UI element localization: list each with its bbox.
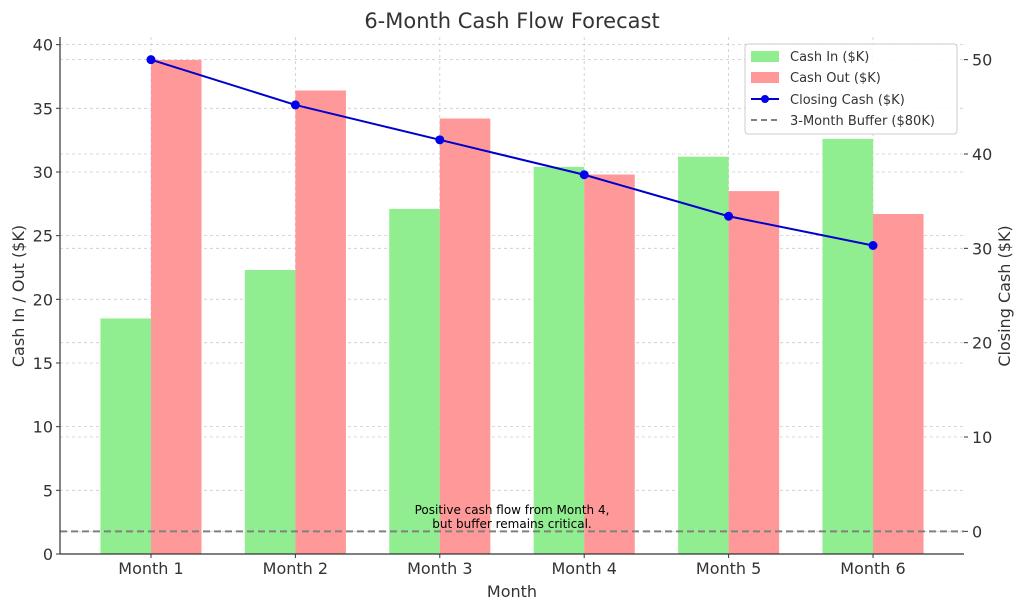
bar-cash-out: [439, 118, 491, 555]
bar-cash-out: [873, 214, 924, 555]
closing-cash-point: [868, 240, 878, 250]
bar-cash-in: [389, 208, 440, 554]
closing-cash-line: [150, 58, 874, 247]
y-tick-label: 5: [43, 481, 53, 500]
legend-label-cash-out: Cash Out ($K): [790, 71, 881, 86]
bar-cash-out: [584, 174, 635, 554]
x-tick-label: Month 1: [118, 559, 183, 578]
legend-marker-closing-cash: [761, 95, 769, 103]
y2-tick-label: 50: [972, 51, 992, 70]
legend: Cash In ($K) Cash Out ($K) Closing Cash …: [744, 43, 958, 135]
y-tick-label: 15: [33, 354, 53, 373]
bar-cash-out: [295, 90, 346, 554]
bar-cash-in: [678, 156, 729, 554]
legend-label-buffer: 3-Month Buffer ($80K): [790, 114, 935, 129]
bar-cash-in: [822, 138, 874, 554]
y2-tick-label: 0: [972, 522, 982, 541]
x-tick-label: Month 6: [840, 559, 905, 578]
legend-label-closing-cash: Closing Cash ($K): [790, 93, 905, 108]
y-tick-label: 40: [33, 36, 53, 55]
legend-swatch-cash-in: [751, 51, 779, 62]
y-tick-label: 25: [33, 227, 53, 246]
bars: [100, 59, 924, 555]
closing-cash-line-group: [146, 55, 878, 250]
x-tick-label: Month 5: [696, 559, 761, 578]
legend-swatch-cash-out: [751, 72, 779, 83]
bar-cash-out: [728, 191, 780, 554]
y2-tick-label: 20: [972, 334, 992, 353]
y-tick-label: 20: [33, 290, 53, 309]
bar-cash-in: [100, 318, 151, 554]
y-tick-label: 30: [33, 163, 53, 182]
y2-tick-label: 40: [972, 145, 992, 164]
x-tick-label: Month 4: [551, 559, 616, 578]
annotation-line-1: Positive cash flow from Month 4,: [415, 503, 610, 517]
closing-cash-point: [290, 100, 300, 110]
closing-cash-point: [724, 211, 734, 221]
legend-box: [744, 43, 958, 135]
bar-cash-in: [533, 166, 585, 554]
closing-cash-point: [435, 135, 445, 145]
y2-tick-label: 10: [972, 428, 992, 447]
legend-label-cash-in: Cash In ($K): [790, 50, 869, 65]
bar-cash-in: [244, 270, 296, 554]
axes: 0 5 10 15 20 25 30 35 40 0 10 20 30 40 50 Month 1 Month …: [33, 36, 993, 578]
chart-title: 6-Month Cash Flow Forecast: [364, 9, 659, 33]
x-tick-label: Month 2: [263, 559, 328, 578]
y2-axis-label: Closing Cash ($K): [995, 225, 1014, 366]
y-tick-label: 0: [43, 545, 53, 564]
closing-cash-point: [146, 55, 156, 65]
annotation-line-2: but buffer remains critical.: [432, 517, 591, 531]
x-axis-label: Month: [487, 582, 537, 601]
x-tick-label: Month 3: [407, 559, 472, 578]
y2-tick-label: 30: [972, 239, 992, 258]
y-tick-label: 35: [33, 99, 53, 118]
closing-cash-point: [579, 170, 589, 180]
bar-cash-out: [150, 59, 202, 555]
y-axis-label: Cash In / Out ($K): [9, 225, 28, 367]
y-tick-label: 10: [33, 418, 53, 437]
